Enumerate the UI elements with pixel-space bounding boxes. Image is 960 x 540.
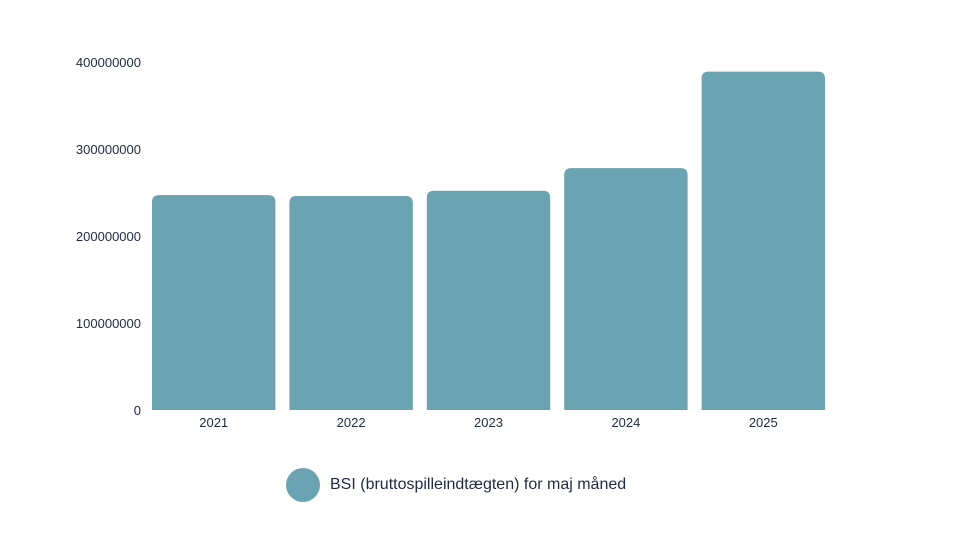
y-tick-label: 200000000	[76, 229, 141, 244]
x-tick-label: 2022	[337, 415, 366, 430]
legend: BSI (bruttospilleindtægten) for maj måne…	[286, 468, 626, 502]
y-axis: 0 100000000 200000000 300000000 400000000	[76, 55, 141, 418]
y-tick-label: 100000000	[76, 316, 141, 331]
x-tick-label: 2021	[199, 415, 228, 430]
bar-2021	[152, 195, 276, 410]
legend-swatch	[286, 468, 320, 502]
legend-label: BSI (bruttospilleindtægten) for maj måne…	[330, 476, 627, 493]
x-tick-label: 2024	[611, 415, 640, 430]
bar-2025	[701, 71, 825, 410]
bars	[152, 71, 825, 410]
x-axis: 2021 2022 2023 2024 2025	[199, 415, 778, 430]
bar-2022	[289, 195, 413, 410]
x-tick-label: 2023	[474, 415, 503, 430]
y-tick-label: 300000000	[76, 142, 141, 157]
bar-2023	[426, 190, 551, 410]
y-tick-label: 0	[134, 403, 141, 418]
bar-2024	[564, 168, 688, 410]
y-tick-label: 400000000	[76, 55, 141, 70]
x-tick-label: 2025	[749, 415, 778, 430]
